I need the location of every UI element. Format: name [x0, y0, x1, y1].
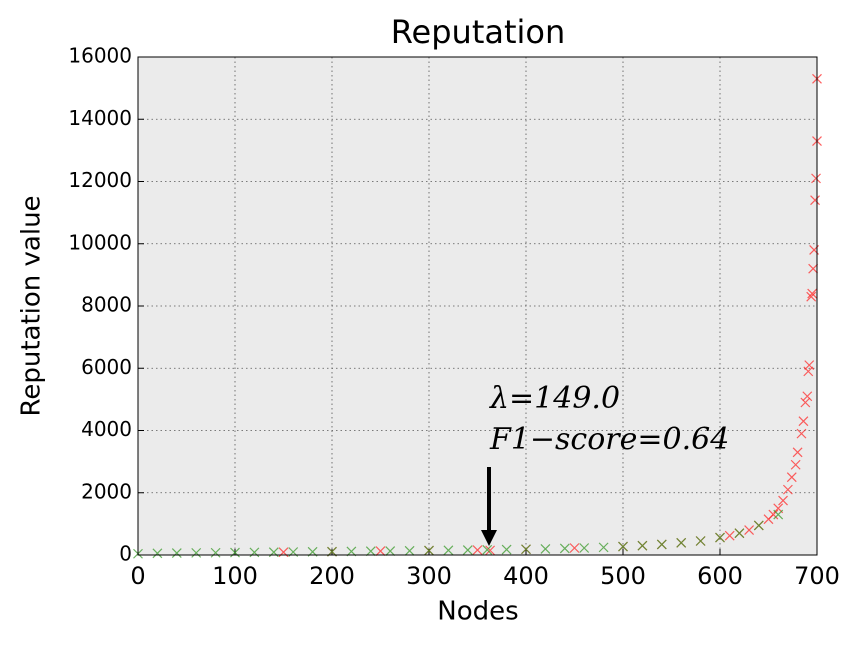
y-tick-label: 6000: [81, 355, 132, 379]
y-tick-label: 16000: [68, 44, 132, 68]
point: [579, 543, 590, 553]
x-tick-label: 200: [309, 562, 355, 590]
point: [806, 291, 817, 302]
y-tick-label: 12000: [68, 168, 132, 192]
plot-frame: [137, 56, 818, 556]
point: [768, 509, 779, 520]
point: [210, 547, 221, 558]
x-tick-label: 600: [697, 562, 743, 590]
point: [808, 263, 819, 274]
chart-title: Reputation: [391, 13, 566, 51]
point: [773, 509, 784, 520]
point: [482, 544, 493, 555]
point: [786, 472, 797, 483]
point: [569, 543, 580, 553]
point: [230, 547, 240, 558]
point: [656, 539, 667, 550]
y-tick-label: 14000: [68, 106, 132, 130]
point: [521, 544, 531, 555]
y-tick-label: 4000: [81, 417, 132, 441]
annotation: F1−score=0.64: [489, 422, 729, 457]
point: [802, 391, 813, 402]
x-tick-label: 400: [503, 562, 549, 590]
point: [462, 545, 473, 556]
point: [811, 173, 821, 184]
point: [540, 543, 551, 554]
point: [404, 545, 415, 556]
x-tick-label: 300: [406, 562, 452, 590]
point: [485, 545, 496, 556]
point: [800, 397, 811, 408]
point: [782, 484, 793, 495]
point: [778, 495, 788, 506]
point: [191, 547, 202, 558]
point: [744, 525, 755, 536]
point: [810, 195, 820, 206]
y-tick-label: 0: [119, 542, 132, 566]
point: [598, 542, 609, 553]
point: [501, 544, 512, 555]
point: [715, 532, 725, 543]
point: [753, 520, 764, 531]
point: [790, 459, 801, 470]
point: [559, 543, 570, 554]
point: [618, 541, 628, 552]
point: [734, 528, 745, 539]
y-tick-label: 2000: [81, 479, 132, 503]
y-tick-label: 8000: [81, 293, 132, 317]
point: [385, 546, 396, 556]
annotation: λ=149.0: [489, 381, 620, 416]
point: [171, 548, 182, 558]
point: [676, 537, 687, 548]
point: [792, 447, 803, 458]
point: [804, 360, 815, 371]
point: [798, 416, 809, 427]
point: [443, 545, 454, 556]
x-axis-label: Nodes: [437, 597, 518, 627]
y-axis-label: Reputation value: [17, 195, 47, 416]
x-tick-label: 700: [794, 562, 840, 590]
point: [724, 530, 735, 541]
point: [152, 548, 163, 559]
point: [807, 288, 818, 299]
point: [365, 546, 376, 557]
x-tick-label: 0: [130, 562, 145, 590]
point: [796, 428, 807, 439]
arrow: [481, 467, 497, 546]
point: [346, 546, 357, 557]
point: [375, 546, 386, 557]
point: [472, 545, 483, 555]
point: [637, 540, 648, 551]
y-tick-label: 10000: [68, 230, 132, 254]
x-tick-label: 500: [600, 562, 646, 590]
point: [424, 545, 434, 556]
point: [695, 536, 706, 546]
x-tick-label: 100: [212, 562, 258, 590]
